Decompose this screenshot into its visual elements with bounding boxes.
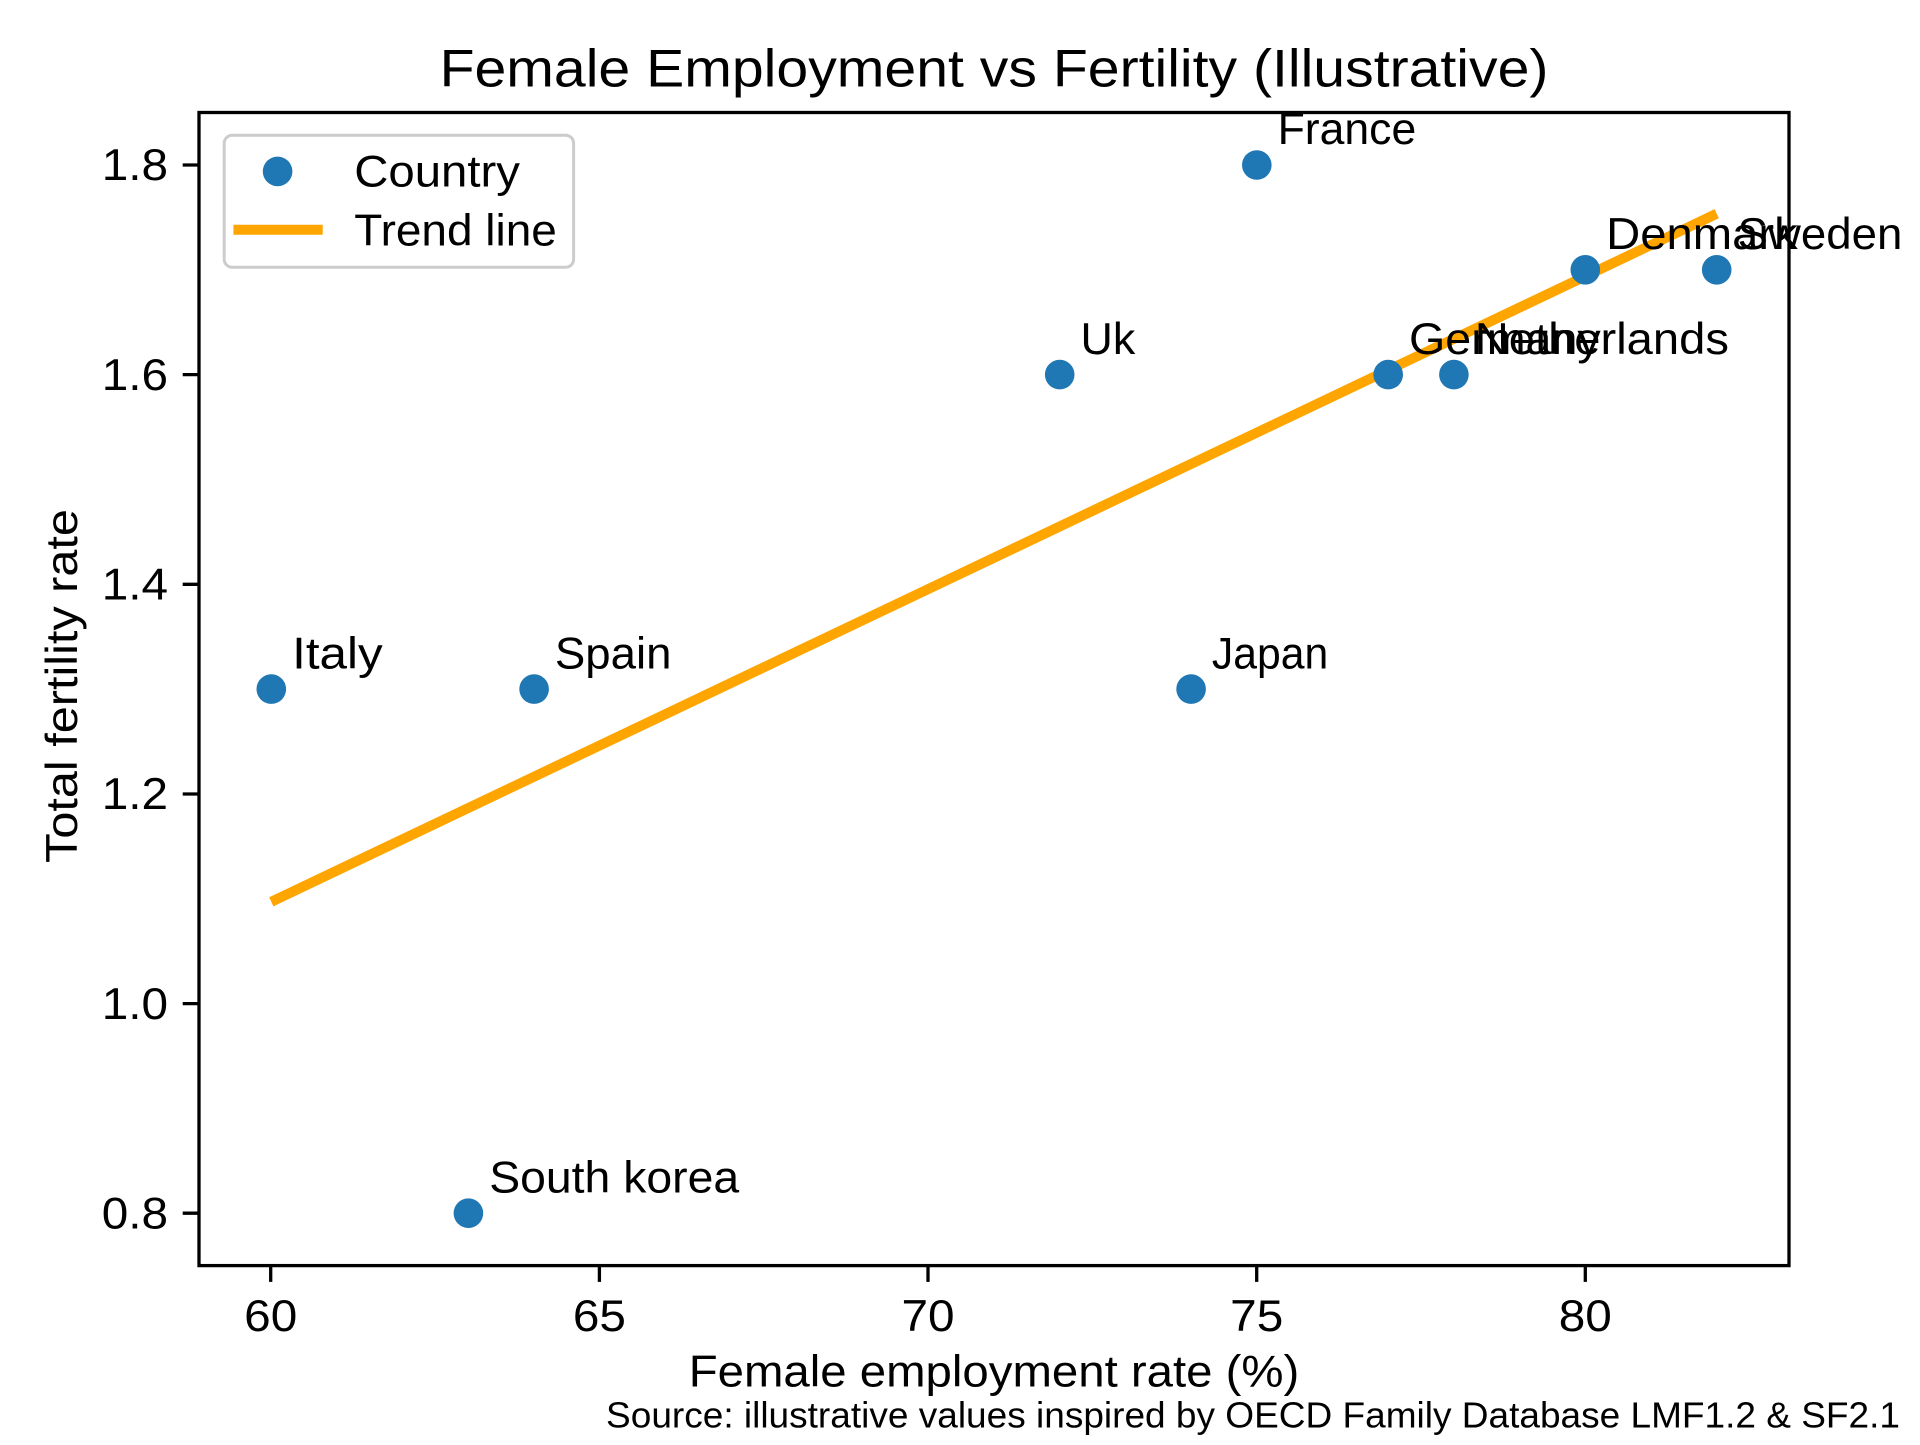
svg-text:Denmark: Denmark (1606, 209, 1798, 258)
svg-text:Country: Country (354, 147, 520, 196)
svg-text:70: 70 (901, 1291, 954, 1341)
svg-text:Netherlands: Netherlands (1475, 314, 1729, 363)
svg-text:Source: illustrative values in: Source: illustrative values inspired by … (606, 1395, 1900, 1435)
svg-text:1.0: 1.0 (102, 978, 168, 1028)
svg-text:Female employment rate (%): Female employment rate (%) (689, 1347, 1300, 1396)
svg-text:Japan: Japan (1212, 630, 1328, 679)
svg-text:Spain: Spain (555, 628, 672, 678)
svg-text:Trend line: Trend line (354, 206, 557, 256)
svg-text:Sweden: Sweden (1738, 209, 1903, 259)
svg-text:0.8: 0.8 (102, 1188, 168, 1238)
svg-text:60: 60 (244, 1291, 297, 1341)
svg-text:South korea: South korea (489, 1152, 740, 1202)
svg-text:65: 65 (573, 1291, 626, 1341)
svg-text:Total fertility rate: Total fertility rate (37, 509, 86, 863)
svg-text:1.2: 1.2 (102, 769, 168, 819)
svg-text:1.6: 1.6 (102, 349, 168, 399)
svg-text:Uk: Uk (1081, 315, 1136, 364)
svg-text:Germany: Germany (1409, 314, 1601, 364)
svg-text:1.8: 1.8 (102, 140, 168, 190)
svg-text:Italy: Italy (292, 629, 383, 678)
svg-text:France: France (1278, 105, 1417, 154)
svg-text:Female Employment vs Fertility: Female Employment vs Fertility (Illustra… (440, 38, 1549, 98)
svg-text:75: 75 (1230, 1291, 1283, 1341)
svg-text:80: 80 (1559, 1291, 1612, 1341)
svg-text:1.4: 1.4 (102, 559, 168, 609)
